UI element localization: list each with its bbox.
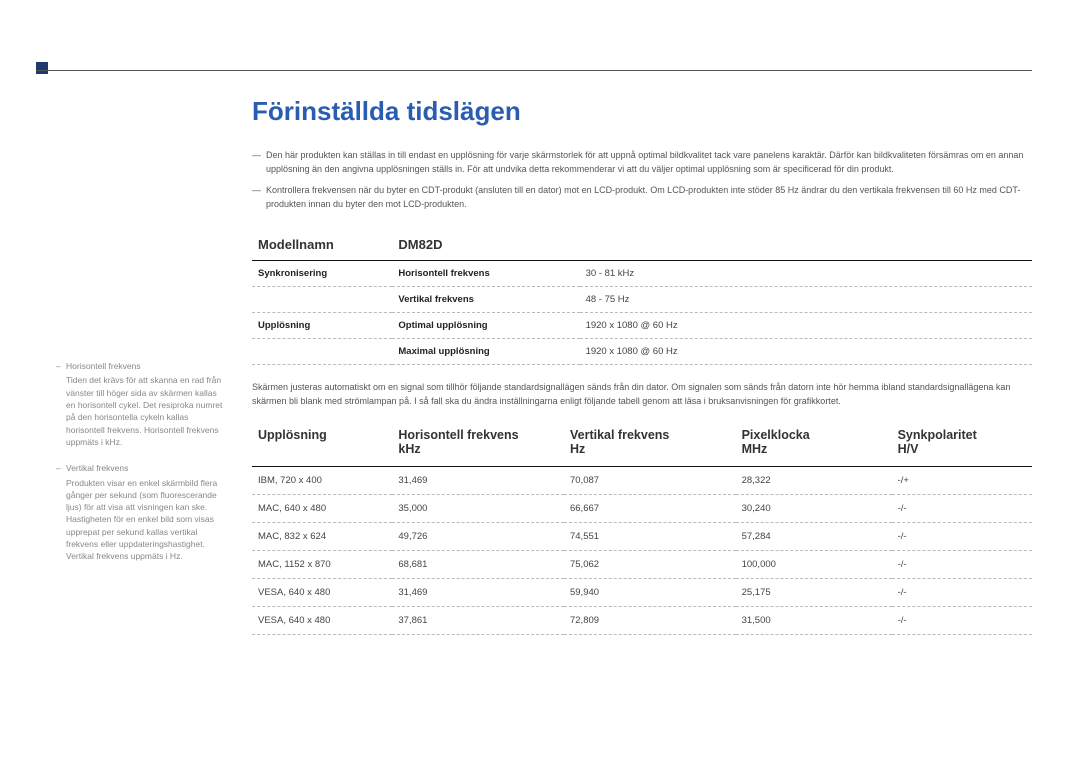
sidebar-note: Vertikal frekvens Produkten visar en enk… bbox=[56, 462, 226, 563]
spec-label: Horisontell frekvens bbox=[392, 261, 579, 287]
mode-cell: -/- bbox=[892, 607, 1032, 635]
mode-cell: -/- bbox=[892, 579, 1032, 607]
mode-table: UpplösningHorisontell frekvenskHzVertika… bbox=[252, 420, 1032, 635]
spec-group bbox=[252, 287, 392, 313]
mode-column-title: Pixelklocka bbox=[742, 428, 810, 442]
mode-cell: 59,940 bbox=[564, 579, 736, 607]
mode-cell: 28,322 bbox=[736, 467, 892, 495]
spec-label: Optimal upplösning bbox=[392, 313, 579, 339]
sidebar-note-body: Tiden det krävs för att skanna en rad fr… bbox=[66, 375, 222, 447]
spec-label: Maximal upplösning bbox=[392, 339, 579, 365]
mode-row: MAC, 1152 x 87068,68175,062100,000-/- bbox=[252, 551, 1032, 579]
header-accent-bar bbox=[36, 62, 48, 74]
mode-cell: 100,000 bbox=[736, 551, 892, 579]
spec-row: SynkroniseringHorisontell frekvens30 - 8… bbox=[252, 261, 1032, 287]
mode-column-unit: MHz bbox=[742, 442, 886, 456]
mode-cell: 70,087 bbox=[564, 467, 736, 495]
spec-row: Maximal upplösning1920 x 1080 @ 60 Hz bbox=[252, 339, 1032, 365]
header-rule bbox=[36, 70, 1032, 71]
mode-cell: IBM, 720 x 400 bbox=[252, 467, 392, 495]
sidebar-note-body: Produkten visar en enkel skärmbild flera… bbox=[66, 478, 217, 562]
spec-label: Vertikal frekvens bbox=[392, 287, 579, 313]
sidebar-note-title: Vertikal frekvens bbox=[66, 462, 226, 474]
mode-cell: VESA, 640 x 480 bbox=[252, 579, 392, 607]
mode-cell: MAC, 832 x 624 bbox=[252, 523, 392, 551]
mode-cell: 66,667 bbox=[564, 495, 736, 523]
intro-note: Kontrollera frekvensen när du byter en C… bbox=[252, 184, 1032, 211]
spec-table: Modellnamn DM82D SynkroniseringHorisonte… bbox=[252, 229, 1032, 365]
spec-header-left: Modellnamn bbox=[252, 229, 392, 261]
mode-row: MAC, 640 x 48035,00066,66730,240-/- bbox=[252, 495, 1032, 523]
mode-row: VESA, 640 x 48031,46959,94025,175-/- bbox=[252, 579, 1032, 607]
mode-column-unit: H/V bbox=[898, 442, 1026, 456]
mode-cell: 74,551 bbox=[564, 523, 736, 551]
mode-cell: -/+ bbox=[892, 467, 1032, 495]
sidebar-note: Horisontell frekvens Tiden det krävs för… bbox=[56, 360, 226, 448]
spec-value: 1920 x 1080 @ 60 Hz bbox=[580, 339, 1032, 365]
mode-row: IBM, 720 x 40031,46970,08728,322-/+ bbox=[252, 467, 1032, 495]
mode-column-header: Upplösning bbox=[252, 420, 392, 467]
mode-column-title: Vertikal frekvens bbox=[570, 428, 669, 442]
mode-column-unit: Hz bbox=[570, 442, 730, 456]
mode-cell: 68,681 bbox=[392, 551, 564, 579]
sidebar-note-title: Horisontell frekvens bbox=[66, 360, 226, 372]
mode-cell: 31,469 bbox=[392, 579, 564, 607]
mode-column-header: Horisontell frekvenskHz bbox=[392, 420, 564, 467]
spec-group: Synkronisering bbox=[252, 261, 392, 287]
mode-cell: 25,175 bbox=[736, 579, 892, 607]
mode-column-header: Vertikal frekvensHz bbox=[564, 420, 736, 467]
spec-value: 1920 x 1080 @ 60 Hz bbox=[580, 313, 1032, 339]
spec-row: Vertikal frekvens48 - 75 Hz bbox=[252, 287, 1032, 313]
intro-note: Den här produkten kan ställas in till en… bbox=[252, 149, 1032, 176]
page-title: Förinställda tidslägen bbox=[252, 96, 1032, 127]
mode-cell: -/- bbox=[892, 495, 1032, 523]
mode-column-title: Horisontell frekvens bbox=[398, 428, 518, 442]
spec-value: 48 - 75 Hz bbox=[580, 287, 1032, 313]
mode-cell: VESA, 640 x 480 bbox=[252, 607, 392, 635]
mode-column-header: SynkpolaritetH/V bbox=[892, 420, 1032, 467]
mode-cell: 30,240 bbox=[736, 495, 892, 523]
sidebar-notes: Horisontell frekvens Tiden det krävs för… bbox=[56, 360, 226, 577]
mode-cell: 72,809 bbox=[564, 607, 736, 635]
spec-row: UpplösningOptimal upplösning1920 x 1080 … bbox=[252, 313, 1032, 339]
spec-value: 30 - 81 kHz bbox=[580, 261, 1032, 287]
mode-column-unit: kHz bbox=[398, 442, 558, 456]
spec-group bbox=[252, 339, 392, 365]
mode-cell: 75,062 bbox=[564, 551, 736, 579]
mode-column-title: Synkpolaritet bbox=[898, 428, 977, 442]
mode-cell: MAC, 640 x 480 bbox=[252, 495, 392, 523]
spec-header-right: DM82D bbox=[392, 229, 1032, 261]
mode-cell: 35,000 bbox=[392, 495, 564, 523]
mode-cell: 37,861 bbox=[392, 607, 564, 635]
mode-cell: -/- bbox=[892, 523, 1032, 551]
mode-column-title: Upplösning bbox=[258, 428, 327, 442]
mode-cell: 31,469 bbox=[392, 467, 564, 495]
body-paragraph: Skärmen justeras automatiskt om en signa… bbox=[252, 381, 1032, 408]
mode-cell: 31,500 bbox=[736, 607, 892, 635]
mode-cell: MAC, 1152 x 870 bbox=[252, 551, 392, 579]
spec-group: Upplösning bbox=[252, 313, 392, 339]
mode-cell: -/- bbox=[892, 551, 1032, 579]
mode-cell: 57,284 bbox=[736, 523, 892, 551]
mode-cell: 49,726 bbox=[392, 523, 564, 551]
main-content: Förinställda tidslägen Den här produkten… bbox=[252, 96, 1032, 635]
mode-row: VESA, 640 x 48037,86172,80931,500-/- bbox=[252, 607, 1032, 635]
mode-row: MAC, 832 x 62449,72674,55157,284-/- bbox=[252, 523, 1032, 551]
mode-column-header: PixelklockaMHz bbox=[736, 420, 892, 467]
